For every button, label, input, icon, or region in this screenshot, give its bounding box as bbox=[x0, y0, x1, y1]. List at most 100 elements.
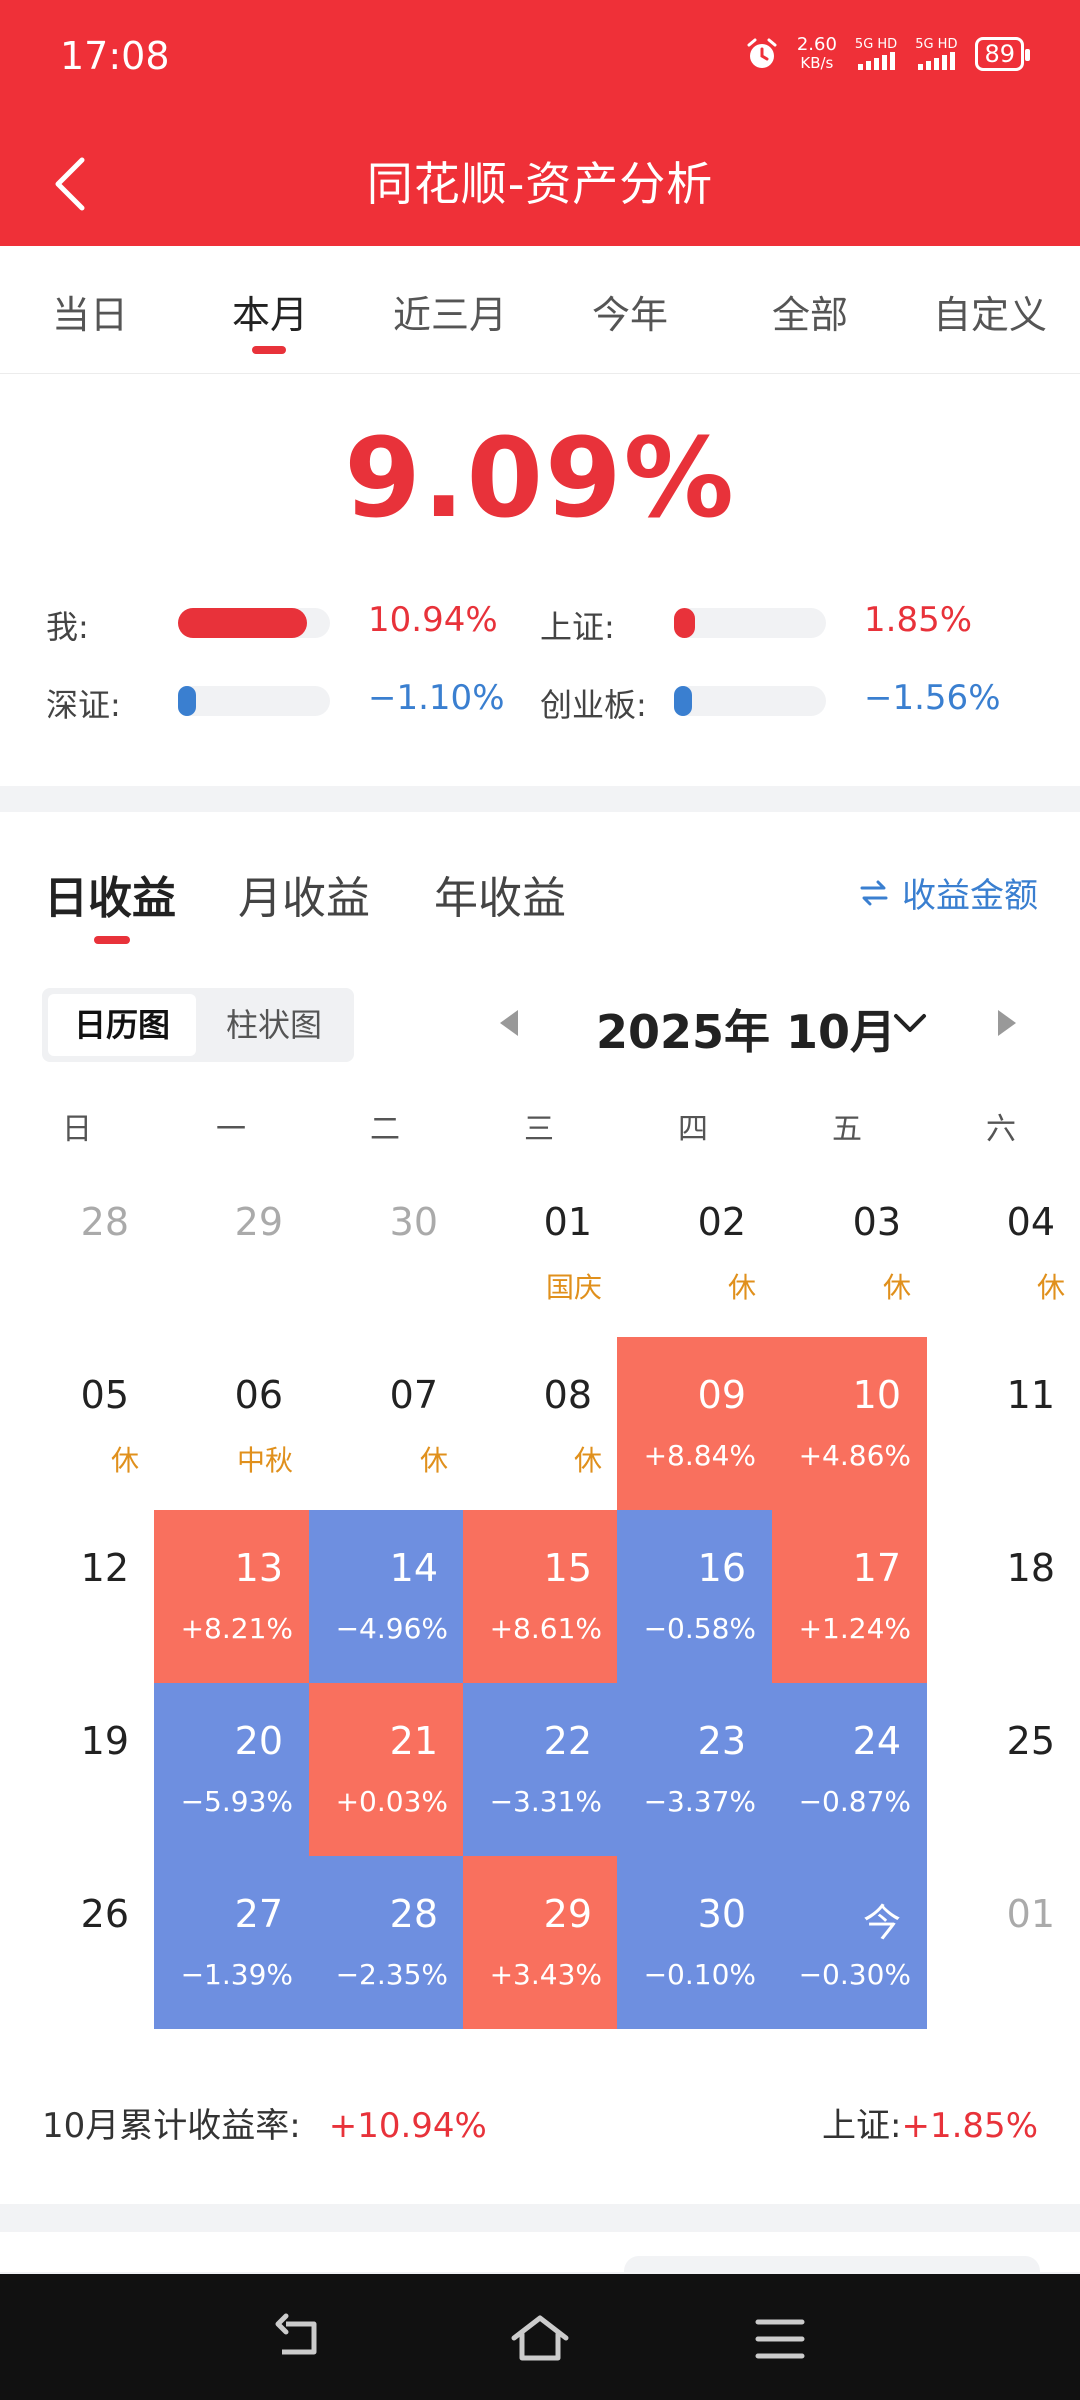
my-return-label: 我: bbox=[46, 608, 89, 646]
bar-chart-view-button[interactable]: 柱状图 bbox=[225, 1006, 322, 1044]
back-icon[interactable] bbox=[270, 2312, 330, 2366]
day-number: 21 bbox=[389, 1719, 438, 1763]
daily-return: −1.39% bbox=[180, 1958, 293, 1991]
holiday-note: 国庆 bbox=[545, 1271, 602, 1304]
calendar-day[interactable]: 18 bbox=[926, 1510, 1080, 1683]
daily-return: +8.84% bbox=[643, 1439, 756, 1472]
earnings-tab-indicator bbox=[94, 936, 130, 944]
calendar-day[interactable]: 27 −1.39% bbox=[154, 1856, 309, 2029]
title-bar: 同花顺-资产分析 bbox=[0, 118, 1080, 246]
month-selector[interactable]: 2025年 10月 bbox=[596, 1005, 897, 1059]
calendar-day[interactable]: 20 −5.93% bbox=[154, 1683, 309, 1856]
daily-return: +8.61% bbox=[489, 1612, 602, 1645]
calendar-day[interactable]: 10 +4.86% bbox=[772, 1337, 927, 1510]
day-number: 18 bbox=[1006, 1546, 1055, 1590]
daily-return: +3.43% bbox=[489, 1958, 602, 1991]
holiday-note: 休 bbox=[573, 1444, 602, 1477]
home-icon[interactable] bbox=[510, 2312, 570, 2366]
weekday-thu: 四 bbox=[678, 1112, 708, 1147]
back-arrow-icon[interactable] bbox=[40, 138, 110, 228]
daily-return: +0.03% bbox=[335, 1785, 448, 1818]
calendar-day[interactable]: 29 bbox=[154, 1164, 309, 1337]
day-number: 今 bbox=[862, 1901, 901, 1945]
earnings-amount-toggle[interactable]: 收益金额 bbox=[858, 868, 1038, 917]
cumulative-return-label: 10月累计收益率: bbox=[42, 2106, 301, 2146]
tab-last-three-months[interactable]: 近三月 bbox=[392, 293, 507, 337]
calendar-view-button[interactable]: 日历图 bbox=[48, 994, 196, 1056]
daily-return: −4.96% bbox=[335, 1612, 448, 1645]
day-number: 29 bbox=[234, 1200, 283, 1244]
calendar-day[interactable]: 17 +1.24% bbox=[772, 1510, 927, 1683]
total-return-rate: 9.09% bbox=[344, 414, 736, 542]
calendar-day[interactable]: 21 +0.03% bbox=[309, 1683, 464, 1856]
calendar-day[interactable]: 02 休 bbox=[617, 1164, 772, 1337]
calendar-day[interactable]: 13 +8.21% bbox=[154, 1510, 309, 1683]
calendar-day[interactable]: 22 −3.31% bbox=[463, 1683, 618, 1856]
weekday-fri: 五 bbox=[832, 1112, 862, 1147]
calendar-day[interactable]: 16 −0.58% bbox=[617, 1510, 772, 1683]
period-tabs: 当日 本月 近三月 今年 全部 自定义 bbox=[0, 246, 1080, 374]
holiday-note: 休 bbox=[1036, 1271, 1065, 1304]
calendar-day[interactable]: 28 −2.35% bbox=[309, 1856, 464, 2029]
calendar-day[interactable]: 05 休 bbox=[0, 1337, 155, 1510]
day-number: 29 bbox=[543, 1892, 592, 1936]
day-number: 24 bbox=[852, 1719, 901, 1763]
calendar-day[interactable]: 30 −0.10% bbox=[617, 1856, 772, 2029]
signal-icon bbox=[917, 52, 955, 70]
day-number: 30 bbox=[389, 1200, 438, 1244]
calendar-day[interactable]: 08 休 bbox=[463, 1337, 618, 1510]
battery-icon: 89 bbox=[975, 37, 1030, 71]
calendar-day[interactable]: 30 bbox=[309, 1164, 464, 1337]
sz-index-value: −1.10% bbox=[368, 678, 505, 718]
calendar-day[interactable]: 09 +8.84% bbox=[617, 1337, 772, 1510]
index-return: 上证:+1.85% bbox=[822, 2098, 1038, 2147]
day-number: 02 bbox=[697, 1200, 746, 1244]
next-month-icon[interactable] bbox=[998, 1010, 1016, 1036]
status-time: 17:08 bbox=[60, 34, 170, 78]
calendar-day[interactable]: 15 +8.61% bbox=[463, 1510, 618, 1683]
menu-icon[interactable] bbox=[750, 2312, 810, 2366]
index-return-label: 上证: bbox=[822, 2106, 902, 2146]
next-card-peek bbox=[0, 2232, 1080, 2286]
return-summary: 9.09% 我: 10.94% 上证: 1.85% 深证: −1.10% 创业板… bbox=[0, 374, 1080, 786]
tab-custom[interactable]: 自定义 bbox=[932, 293, 1047, 337]
calendar-day[interactable]: 04 休 bbox=[926, 1164, 1080, 1337]
calendar-day[interactable]: 24 −0.87% bbox=[772, 1683, 927, 1856]
tab-monthly-earnings[interactable]: 月收益 bbox=[238, 873, 370, 924]
index-return-value: +1.85% bbox=[901, 2106, 1039, 2146]
tab-yearly-earnings[interactable]: 年收益 bbox=[434, 873, 566, 924]
calendar-day[interactable]: 28 bbox=[0, 1164, 155, 1337]
calendar-day[interactable]: 26 bbox=[0, 1856, 155, 2029]
signal-icon bbox=[857, 52, 895, 70]
calendar-day[interactable]: 03 休 bbox=[772, 1164, 927, 1337]
daily-return: −5.93% bbox=[180, 1785, 293, 1818]
calendar-day[interactable]: 14 −4.96% bbox=[309, 1510, 464, 1683]
tab-today[interactable]: 当日 bbox=[51, 293, 128, 337]
calendar-day[interactable]: 01 国庆 bbox=[463, 1164, 618, 1337]
day-number: 30 bbox=[697, 1892, 746, 1936]
sh-index-value: 1.85% bbox=[864, 600, 973, 640]
calendar-day[interactable]: 23 −3.37% bbox=[617, 1683, 772, 1856]
calendar-day[interactable]: 今 −0.30% bbox=[772, 1856, 927, 2029]
prev-month-icon[interactable] bbox=[500, 1010, 518, 1036]
day-number: 28 bbox=[80, 1200, 129, 1244]
calendar-day[interactable]: 19 bbox=[0, 1683, 155, 1856]
day-number: 13 bbox=[234, 1546, 283, 1590]
calendar-day[interactable]: 12 bbox=[0, 1510, 155, 1683]
chevron-down-icon[interactable] bbox=[890, 1008, 930, 1038]
tab-this-year[interactable]: 今年 bbox=[591, 293, 668, 337]
calendar-day[interactable]: 25 bbox=[926, 1683, 1080, 1856]
calendar-day[interactable]: 29 +3.43% bbox=[463, 1856, 618, 2029]
calendar-day[interactable]: 11 bbox=[926, 1337, 1080, 1510]
tab-this-month[interactable]: 本月 bbox=[231, 293, 308, 337]
earnings-card: 日收益 月收益 年收益 收益金额 日历图 柱状图 2025年 10月 日 一 二… bbox=[0, 812, 1080, 2204]
calendar-day[interactable]: 01 bbox=[926, 1856, 1080, 2029]
calendar-day[interactable]: 06 中秋 bbox=[154, 1337, 309, 1510]
status-bar: 17:08 2.60 KB/s 5G HD 5G HD bbox=[0, 0, 1080, 118]
tab-all[interactable]: 全部 bbox=[771, 293, 848, 337]
day-number: 15 bbox=[543, 1546, 592, 1590]
calendar-day[interactable]: 07 休 bbox=[309, 1337, 464, 1510]
tab-daily-earnings[interactable]: 日收益 bbox=[44, 873, 176, 924]
daily-return: −3.37% bbox=[643, 1785, 756, 1818]
day-number: 22 bbox=[543, 1719, 592, 1763]
